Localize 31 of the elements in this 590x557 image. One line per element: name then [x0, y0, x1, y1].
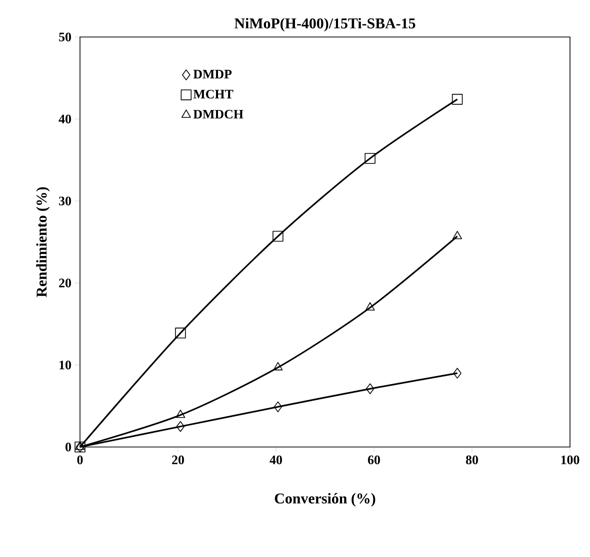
point — [453, 368, 462, 379]
point — [75, 442, 85, 450]
x-tick-label: 40 — [270, 456, 282, 464]
legend-label: MCHT — [193, 90, 234, 99]
x-tick-label: 0 — [77, 456, 83, 464]
point — [175, 328, 186, 338]
point — [452, 230, 462, 240]
point — [365, 302, 375, 310]
point — [273, 362, 283, 370]
y-tick-label: 0 — [66, 442, 72, 452]
legend-label: DMDCH — [193, 110, 244, 119]
x-tick-label: 100 — [561, 456, 580, 464]
point — [274, 401, 282, 412]
x-axis-title: Conversión (%) — [274, 493, 376, 507]
y-tick-label: 20 — [59, 278, 72, 288]
y-tick-label: 40 — [58, 114, 72, 124]
y-tick-label: 30 — [59, 196, 72, 206]
x-tick-label: 20 — [172, 456, 184, 464]
x-tick-label: 60 — [368, 456, 380, 464]
chart-title: NiMoP(H-400)/15Ti-SBA-15 — [234, 18, 416, 32]
point — [176, 421, 185, 432]
point — [366, 383, 374, 394]
y-tick-label: 10 — [60, 360, 72, 370]
x-tick-label: 80 — [466, 456, 478, 464]
y-axis-title: Rendimiento (%) — [36, 187, 50, 298]
point — [364, 152, 376, 164]
point — [176, 410, 186, 418]
point — [272, 230, 284, 242]
legend-label: DMDP — [193, 70, 232, 78]
point — [452, 94, 463, 105]
y-tick-label: 50 — [59, 32, 72, 42]
